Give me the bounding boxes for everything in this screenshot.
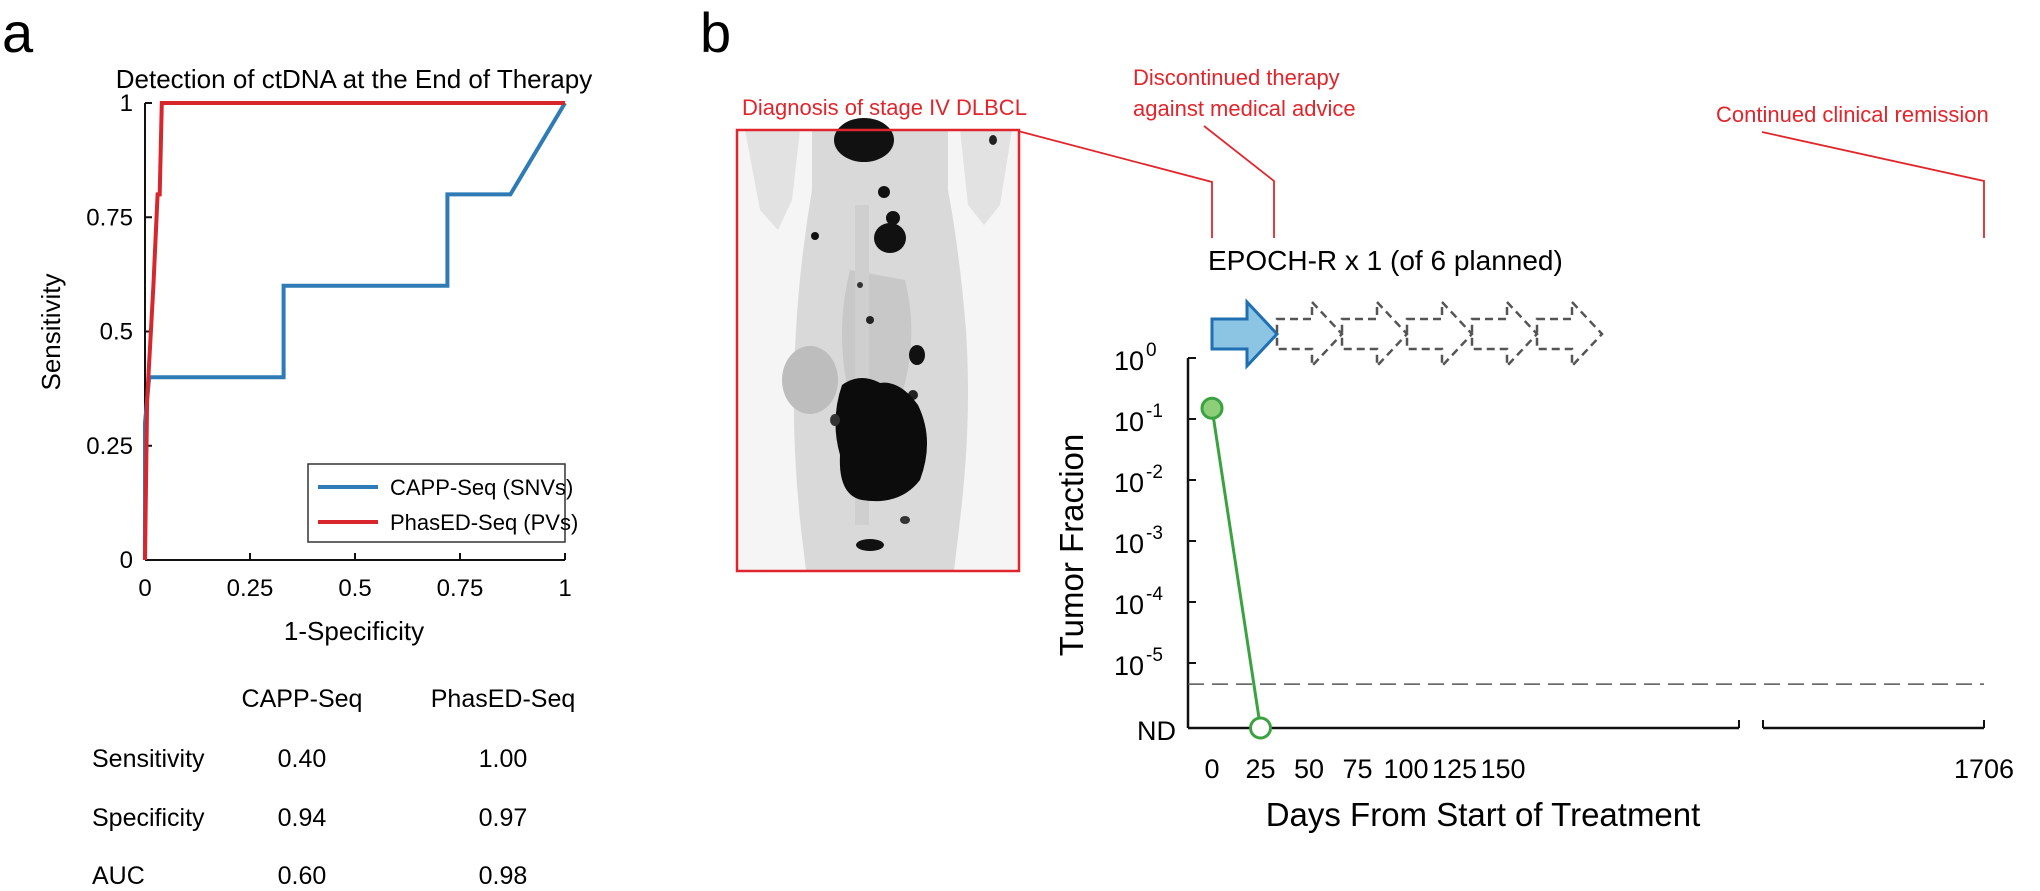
cycle-arrow-planned [1340, 298, 1409, 370]
x-tick-label: 0.25 [227, 575, 274, 602]
table-cell: 0.97 [479, 804, 528, 832]
legend-label-phased-seq: PhasED-Seq (PVs) [390, 510, 578, 535]
y-tick-label: 10 [1114, 590, 1144, 620]
roc-curves [143, 101, 567, 561]
y-tick-label: 10 [1114, 407, 1144, 437]
x-tick-label: 1706 [1954, 754, 2014, 784]
data-point-detected [1200, 396, 1224, 420]
timeline-axes [1186, 358, 1985, 730]
table-cell: 1.00 [479, 745, 528, 773]
x-tick-label: 100 [1383, 754, 1428, 784]
roc-curve-1 [143, 101, 565, 561]
x-tick-label: 0 [1204, 754, 1219, 784]
y-tick-label: 0.25 [86, 433, 133, 460]
annotation-discontinued-line1: Discontinued therapy [1133, 65, 1340, 90]
timeline-y-axis-label: Tumor Fraction [1053, 434, 1090, 657]
table-cell: 0.98 [479, 862, 528, 890]
y-tick-label: 0.5 [100, 319, 133, 346]
y-tick-exponent: -5 [1146, 645, 1163, 666]
cycle-arrow-planned [1470, 298, 1539, 370]
y-tick-label: 1 [120, 90, 133, 117]
legend-label-capp-seq: CAPP-Seq (SNVs) [390, 475, 573, 500]
annotation-discontinued-line2: against medical advice [1133, 96, 1356, 121]
table-header-phased-seq: PhasED-Seq [431, 685, 576, 713]
cycle-arrow-planned [1405, 298, 1474, 370]
table-cell: 0.60 [278, 862, 327, 890]
annotation-remission: Continued clinical remission [1716, 102, 1989, 127]
x-tick-label: 150 [1480, 754, 1525, 784]
tumor-fraction-line [1210, 408, 1262, 729]
cycle-arrow-given [1210, 298, 1280, 370]
treatment-cycle-arrows [1210, 298, 1604, 370]
stats-table: CAPP-Seq PhasED-Seq Sensitivity 0.40 1.0… [92, 685, 575, 890]
roc-legend: CAPP-Seq (SNVs) PhasED-Seq (PVs) [307, 463, 578, 543]
annotation-diagnosis: Diagnosis of stage IV DLBCL [742, 95, 1027, 120]
y-tick-exponent: -3 [1146, 523, 1163, 544]
timeline-series [1200, 396, 1272, 740]
table-cell: 0.40 [278, 745, 327, 773]
data-point-not-detected [1249, 716, 1272, 740]
table-cell: 0.94 [278, 804, 327, 832]
table-row-label: Sensitivity [92, 745, 205, 773]
roc-chart-title: Detection of ctDNA at the End of Therapy [116, 64, 592, 94]
y-tick-label: 10 [1114, 529, 1144, 559]
roc-x-axis-label: 1-Specificity [284, 616, 424, 646]
x-tick-label: 0.5 [338, 575, 371, 602]
y-tick-label: 10 [1114, 468, 1144, 498]
cycle-arrow-planned [1535, 298, 1604, 370]
table-header-capp-seq: CAPP-Seq [242, 685, 363, 713]
annotation-leader-lines [1017, 125, 1985, 238]
y-tick-exponent: -2 [1146, 462, 1163, 483]
cycle-arrow-planned [1275, 298, 1344, 370]
timeline-x-axis-label: Days From Start of Treatment [1266, 796, 1701, 833]
panel-a-letter: a [2, 1, 34, 64]
x-tick-label: 50 [1294, 754, 1324, 784]
timeline-x-ticks: 0 25 50 75 100 125 150 1706 [1204, 754, 2014, 784]
x-tick-label: 0 [138, 575, 151, 602]
roc-y-ticks: 0 0.25 0.5 0.75 1 [86, 90, 152, 574]
y-tick-label: ND [1137, 716, 1176, 746]
table-row-label: Specificity [92, 804, 205, 832]
x-tick-label: 1 [558, 575, 571, 602]
y-tick-label: 0.75 [86, 204, 133, 231]
y-tick-label: 10 [1114, 651, 1144, 681]
y-tick-exponent: -1 [1146, 401, 1163, 422]
roc-x-ticks: 0 0.25 0.5 0.75 1 [138, 553, 572, 602]
x-tick-label: 75 [1342, 754, 1372, 784]
pet-scan-image [735, 118, 1021, 573]
regimen-label: EPOCH-R x 1 (of 6 planned) [1208, 245, 1563, 276]
x-tick-label: 25 [1245, 754, 1275, 784]
y-tick-exponent: -4 [1146, 584, 1163, 605]
table-row-label: AUC [92, 862, 145, 890]
y-tick-exponent: 0 [1146, 340, 1157, 361]
roc-y-axis-label: Sensitivity [36, 273, 66, 390]
x-tick-label: 125 [1432, 754, 1477, 784]
panel-b-letter: b [700, 1, 731, 64]
x-tick-label: 0.75 [437, 575, 484, 602]
y-tick-label: 10 [1114, 346, 1144, 376]
y-tick-label: 0 [120, 547, 133, 574]
